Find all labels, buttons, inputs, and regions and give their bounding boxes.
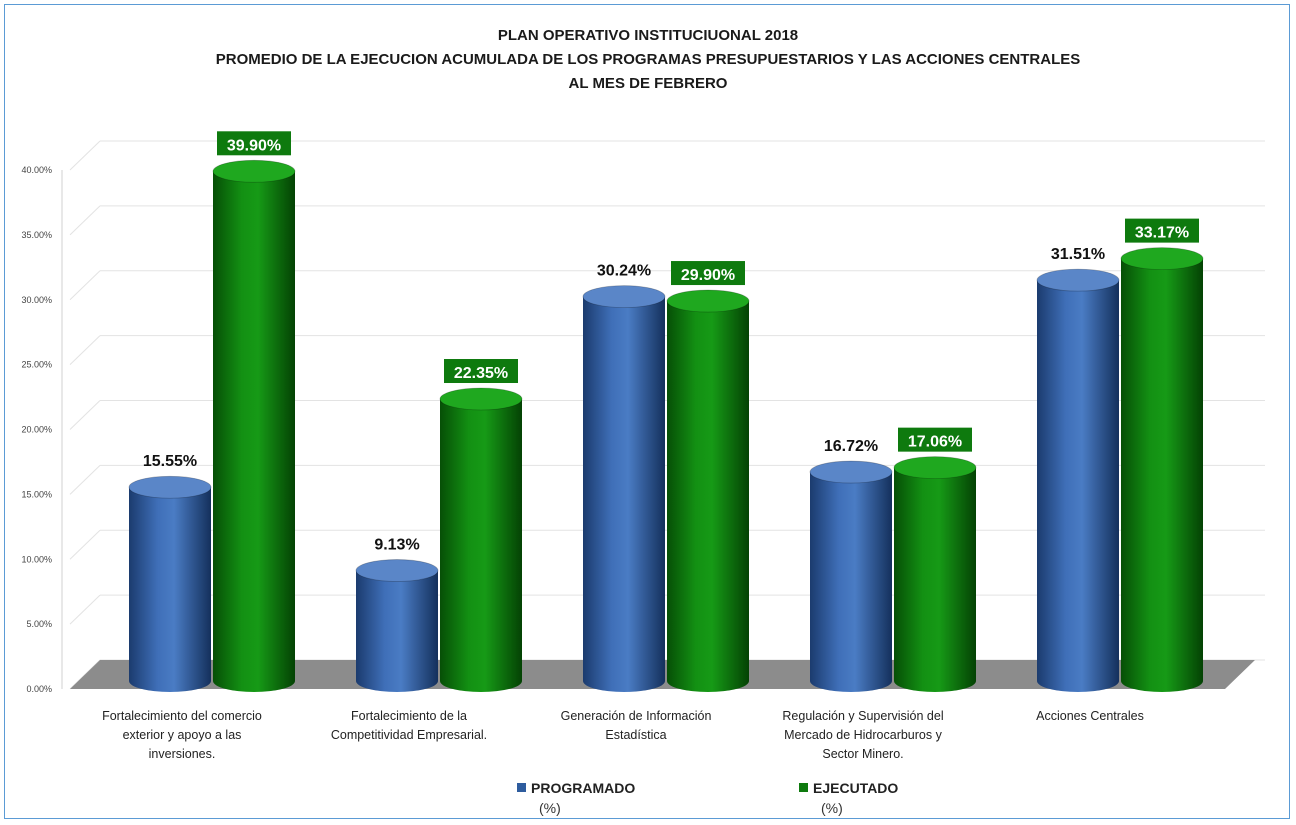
bar-cap-programado — [1036, 268, 1120, 292]
x-category-label: Competitividad Empresarial. — [331, 728, 487, 742]
data-label-ejecutado: 33.17% — [1135, 225, 1189, 242]
gridline-diagonal — [69, 594, 101, 625]
chart-title-line-3: AL MES DE FEBRERO — [568, 75, 728, 92]
bar-cap-programado — [809, 460, 893, 484]
data-label-ejecutado: 17.06% — [908, 434, 962, 451]
bar-programado — [1037, 280, 1119, 692]
bar-cap-programado — [582, 285, 666, 309]
y-tick-label: 30.00% — [21, 295, 52, 305]
gridline-diagonal — [69, 529, 101, 560]
gridline-diagonal — [69, 270, 101, 301]
x-category-label: Mercado de Hidrocarburos y — [784, 728, 942, 742]
x-category-label: Sector Minero. — [822, 747, 903, 761]
legend-swatch-ejecutado — [799, 783, 808, 792]
y-tick-label: 0.00% — [26, 684, 52, 694]
y-tick-label: 35.00% — [21, 230, 52, 240]
legend-sub-programado: (%) — [539, 800, 561, 816]
y-tick-label: 25.00% — [21, 360, 52, 370]
x-category-label: Generación de Información — [561, 709, 712, 723]
x-category-label: exterior y apoyo a las — [123, 728, 242, 742]
bar-programado — [810, 472, 892, 692]
bar-cap-ejecutado — [1120, 247, 1204, 271]
bar-ejecutado — [894, 467, 976, 692]
gridline-diagonal — [69, 140, 101, 171]
data-label-programado: 31.51% — [1051, 246, 1105, 263]
bar-ejecutado — [440, 399, 522, 692]
bar-cap-ejecutado — [439, 387, 523, 411]
y-tick-label: 15.00% — [21, 489, 52, 499]
bar-ejecutado — [213, 171, 295, 693]
data-label-programado: 30.24% — [597, 263, 651, 280]
bar-programado — [129, 487, 211, 692]
gridline-diagonal — [69, 400, 101, 430]
chart-title-line-1: PLAN OPERATIVO INSTITUCIUONAL 2018 — [497, 27, 799, 44]
gridline-diagonal — [69, 335, 101, 365]
gridline-diagonal — [69, 205, 101, 236]
chart-title-block: PLAN OPERATIVO INSTITUCIUONAL 2018 PROME… — [0, 24, 1296, 96]
bar-programado — [583, 296, 665, 692]
data-label-ejecutado: 39.90% — [227, 137, 281, 154]
data-label-ejecutado: 22.35% — [454, 365, 508, 382]
legend-label-ejecutado: EJECUTADO — [813, 780, 899, 796]
bar-cap-ejecutado — [212, 159, 296, 183]
bar-cap-programado — [128, 475, 212, 499]
legend-label-programado: PROGRAMADO — [531, 780, 636, 796]
bar-ejecutado — [1121, 258, 1203, 692]
bar-cap-ejecutado — [893, 456, 977, 480]
data-label-box-ejecutado — [444, 359, 518, 384]
data-label-box-ejecutado — [671, 261, 745, 286]
y-tick-label: 40.00% — [21, 165, 52, 175]
legend-swatch-programado — [517, 783, 526, 792]
bar-cap-programado — [355, 559, 439, 582]
legend-item-programado: PROGRAMADO (%) — [517, 780, 635, 816]
data-label-box-ejecutado — [1125, 218, 1199, 243]
legend-item-ejecutado: EJECUTADO (%) — [799, 780, 898, 816]
x-category-label: Fortalecimiento de la — [351, 709, 467, 723]
data-label-ejecutado: 29.90% — [681, 267, 735, 284]
gridline-diagonal — [69, 465, 101, 495]
data-label-programado: 15.55% — [143, 453, 197, 470]
y-tick-label: 5.00% — [26, 619, 52, 629]
legend-sub-ejecutado: (%) — [821, 800, 843, 816]
x-category-label: Regulación y Supervisión del — [782, 709, 943, 723]
y-tick-label: 10.00% — [21, 554, 52, 564]
data-label-box-ejecutado — [898, 427, 972, 452]
data-label-box-ejecutado — [217, 131, 291, 156]
bar-ejecutado — [667, 301, 749, 692]
x-category-label: inversiones. — [149, 747, 216, 761]
y-tick-label: 20.00% — [21, 425, 52, 435]
bar-cap-ejecutado — [666, 289, 750, 313]
x-category-label: Acciones Centrales — [1036, 709, 1144, 723]
x-category-label: Estadística — [605, 728, 666, 742]
chart-title-line-2: PROMEDIO DE LA EJECUCION ACUMULADA DE LO… — [215, 51, 1081, 68]
x-category-label: Fortalecimiento del comercio — [102, 709, 262, 723]
data-label-programado: 16.72% — [824, 438, 878, 455]
bar-programado — [356, 570, 438, 692]
data-label-programado: 9.13% — [374, 537, 419, 554]
